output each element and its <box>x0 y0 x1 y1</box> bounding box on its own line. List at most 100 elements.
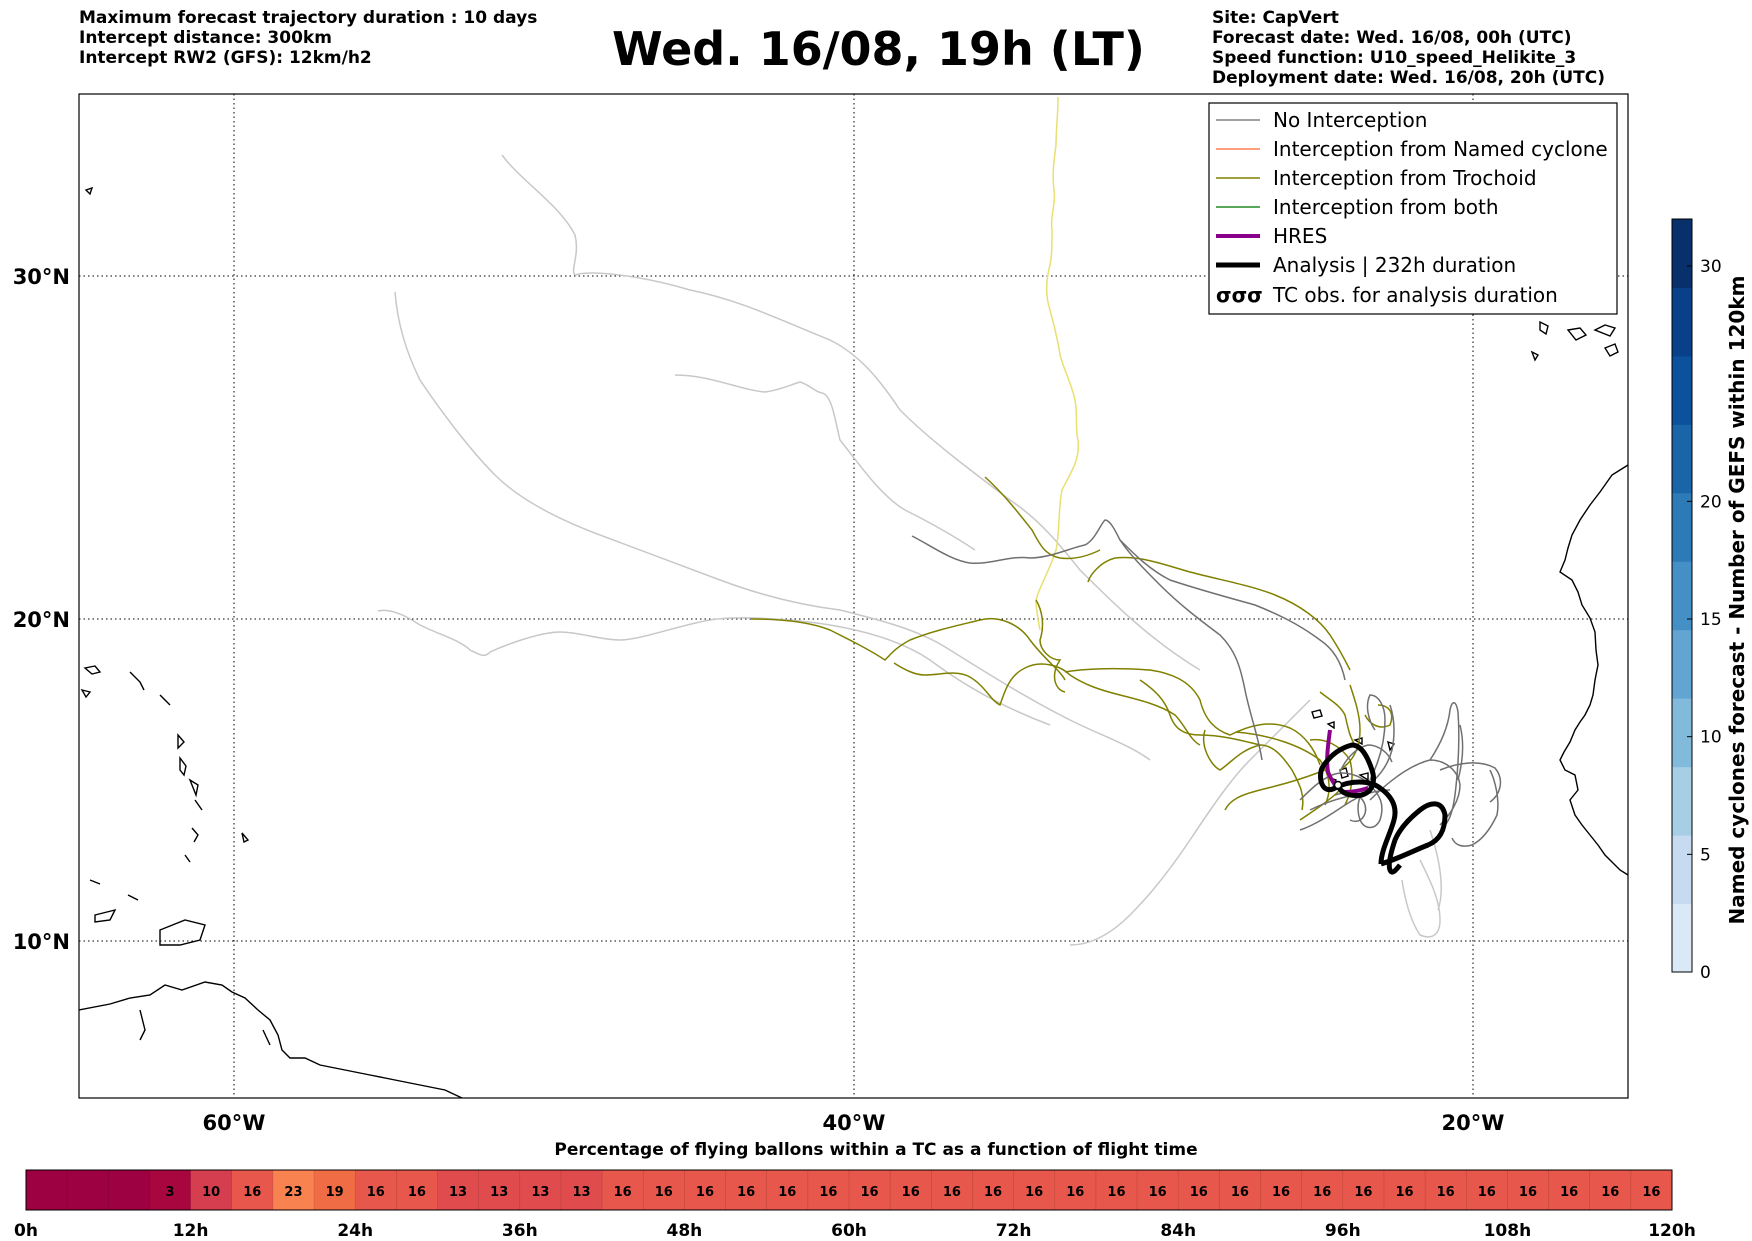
strip-cell <box>602 1170 644 1210</box>
strip-cell-label: 16 <box>861 1185 879 1200</box>
lon-label-60w: 60°W <box>203 1111 266 1135</box>
strip-cell-label: 16 <box>1149 1185 1167 1200</box>
strip-cell-label: 16 <box>902 1185 920 1200</box>
colorbar-tick-label: 30 <box>1700 257 1722 277</box>
legend: No Interception Interception from Named … <box>1208 102 1618 315</box>
strip-cell <box>1425 1170 1467 1210</box>
legend-label: No Interception <box>1273 108 1427 132</box>
strip-cell <box>1383 1170 1426 1210</box>
legend-label: Interception from both <box>1273 195 1499 219</box>
header-line: Forecast date: Wed. 16/08, 00h (UTC) <box>1212 28 1572 48</box>
strip-cell <box>231 1170 274 1210</box>
strip-cell <box>272 1170 315 1210</box>
strip-cell-label: 16 <box>1025 1185 1043 1200</box>
strip-cell-label: 16 <box>1642 1185 1660 1200</box>
strip-cell <box>1466 1170 1508 1210</box>
colorbar-segment <box>1672 219 1692 288</box>
coastline-africa <box>1311 320 1628 876</box>
strip-cell <box>1301 1170 1344 1210</box>
strip-hour-label: 60h <box>831 1221 867 1241</box>
strip-cell <box>725 1170 768 1210</box>
colorbar-tick-label: 20 <box>1700 492 1722 512</box>
colorbar-segment <box>1672 355 1692 425</box>
strip-cell <box>1219 1170 1261 1210</box>
lat-label-10n: 10°N <box>13 930 70 954</box>
colorbar-segment <box>1672 766 1692 836</box>
lat-label-30n: 30°N <box>13 265 70 289</box>
strip-cell <box>560 1170 603 1210</box>
strip-cell <box>314 1170 356 1210</box>
strip-cell <box>519 1170 562 1210</box>
yellow-trajectory <box>1035 96 1080 631</box>
strip-cell-label: 16 <box>1354 1185 1372 1200</box>
strip-cell-label: 16 <box>367 1185 385 1200</box>
percentage-strip: 3 10 16 23 19 16 16 13 13 13 13 16 16 16 16 16 16 16 16 16 1… <box>14 1170 1696 1241</box>
strip-cell-label: 16 <box>1272 1185 1290 1200</box>
strip-hour-label: 96h <box>1325 1221 1361 1241</box>
header-line: Intercept RW2 (GFS): 12km/h2 <box>79 48 372 68</box>
strip-cell-label: 3 <box>166 1185 175 1200</box>
legend-label: Analysis | 232h duration <box>1273 253 1516 277</box>
strip-cell-label: 13 <box>490 1185 508 1200</box>
strip-hour-label: 12h <box>173 1221 209 1241</box>
strip-cell <box>931 1170 973 1210</box>
no-interception-trajectories <box>911 519 1502 847</box>
legend-label: TC obs. for analysis duration <box>1272 283 1558 307</box>
strip-cell-label: 16 <box>1190 1185 1208 1200</box>
strip-hour-label: 84h <box>1160 1221 1196 1241</box>
strip-hour-label: 120h <box>1648 1221 1696 1241</box>
strip-cell <box>149 1170 191 1210</box>
strip-cell-label: 16 <box>1560 1185 1578 1200</box>
strip-cell-label: 13 <box>449 1185 467 1200</box>
legend-label: Interception from Named cyclone <box>1273 137 1608 161</box>
colorbar-segment <box>1672 698 1692 768</box>
strip-cell-label: 19 <box>326 1185 344 1200</box>
colorbar: 0 5 10 15 20 30 <box>1671 218 1722 983</box>
strip-cell <box>1548 1170 1591 1210</box>
strip-cell <box>478 1170 521 1210</box>
trochoid-trajectories <box>750 476 1393 821</box>
strip-cell <box>890 1170 932 1210</box>
strip-cell <box>1630 1170 1673 1210</box>
strip-cell-label: 16 <box>1601 1185 1619 1200</box>
strip-cell-label: 16 <box>984 1185 1002 1200</box>
strip-cell <box>67 1170 109 1210</box>
strip-hour-label: 0h <box>14 1221 38 1241</box>
header-info-right: Site: CapVert Forecast date: Wed. 16/08,… <box>1212 8 1605 88</box>
coastline-caribbean <box>79 186 463 1098</box>
strip-cell <box>849 1170 891 1210</box>
strip-cell <box>684 1170 726 1210</box>
colorbar-segment <box>1672 424 1692 494</box>
strip-cell-label: 16 <box>1437 1185 1455 1200</box>
strip-cell <box>437 1170 480 1210</box>
page-title: Wed. 16/08, 19h (LT) <box>612 22 1145 76</box>
strip-cell-label: 16 <box>1231 1185 1249 1200</box>
strip-cell-label: 16 <box>943 1185 961 1200</box>
strip-cell-label: 23 <box>284 1185 302 1200</box>
legend-box <box>1208 102 1618 315</box>
tc-obs-icon: σσσ <box>1216 283 1263 307</box>
strip-cell <box>355 1170 397 1210</box>
strip-cell-label: 16 <box>696 1185 714 1200</box>
header-line: Site: CapVert <box>1212 8 1339 28</box>
strip-cell <box>766 1170 809 1210</box>
strip-cell <box>1178 1170 1220 1210</box>
strip-cell-label: 16 <box>1478 1185 1496 1200</box>
colorbar-tick-label: 0 <box>1700 963 1711 983</box>
strip-cell-label: 16 <box>243 1185 261 1200</box>
strip-cell <box>1342 1170 1385 1210</box>
strip-cell <box>190 1170 233 1210</box>
strip-cell-label: 16 <box>408 1185 426 1200</box>
strip-cell <box>1260 1170 1303 1210</box>
colorbar-label: Named cyclones forecast - Number of GEFS… <box>1725 276 1749 925</box>
colorbar-tick-label: 5 <box>1700 845 1711 865</box>
legend-label: Interception from Trochoid <box>1273 166 1537 190</box>
colorbar-segment <box>1672 492 1692 562</box>
colorbar-tick-label: 10 <box>1700 728 1722 748</box>
lon-label-20w: 20°W <box>1442 1111 1505 1135</box>
strip-cell <box>1013 1170 1056 1210</box>
strip-cell <box>1054 1170 1097 1210</box>
strip-cell <box>1589 1170 1632 1210</box>
strip-cell-label: 16 <box>1519 1185 1537 1200</box>
strip-cell-label: 16 <box>1395 1185 1413 1200</box>
